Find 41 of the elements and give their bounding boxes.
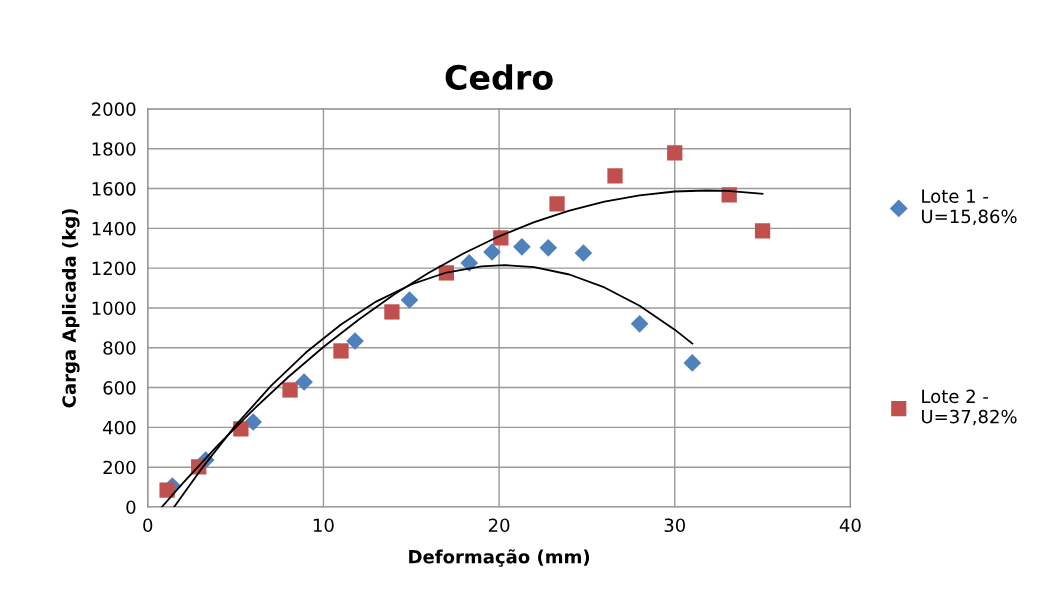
point [460, 254, 479, 272]
point [630, 315, 649, 333]
x-tick-label: 30 [664, 518, 686, 533]
y-tick-label: 2000 [92, 102, 136, 117]
y-tick-label: 800 [103, 341, 136, 355]
y-tick-label: 1000 [92, 301, 136, 316]
point [384, 304, 400, 320]
legend-label: Lote 1 - U=15,86% [921, 189, 1017, 226]
point [346, 332, 364, 350]
y-tick-label: 200 [103, 460, 136, 475]
y-tick-label: 600 [103, 381, 136, 395]
point [244, 413, 262, 431]
point [513, 238, 531, 256]
x-tick-label: 40 [839, 518, 861, 533]
point [282, 382, 298, 398]
y-tick-label: 1200 [92, 261, 136, 276]
y-tick-label: 400 [103, 420, 136, 435]
y-tick-label: 1800 [92, 142, 136, 156]
x-axis-title: Deformação (mm) [409, 549, 590, 567]
y-axis-title: Carga Aplicada (kg) [61, 209, 80, 408]
point [400, 291, 419, 309]
point [539, 238, 558, 257]
point [683, 354, 702, 372]
point [574, 244, 593, 262]
point [333, 343, 349, 359]
point [295, 373, 313, 391]
x-tick-label: 20 [488, 518, 510, 533]
point [607, 168, 623, 184]
y-tick-label: 0 [126, 500, 136, 515]
line-series [160, 189, 764, 507]
point [159, 482, 175, 498]
chart-title: Cedro [445, 64, 553, 90]
point [667, 145, 683, 161]
point [754, 223, 771, 239]
y-tick-label: 1600 [92, 181, 136, 196]
y-tick-label: 1400 [92, 221, 136, 236]
x-tick-label: 10 [313, 518, 334, 533]
point [483, 243, 501, 261]
point [549, 196, 565, 212]
x-tick-label: 0 [143, 518, 153, 533]
legend-label: Lote 2 - U=37,82% [921, 389, 1017, 426]
